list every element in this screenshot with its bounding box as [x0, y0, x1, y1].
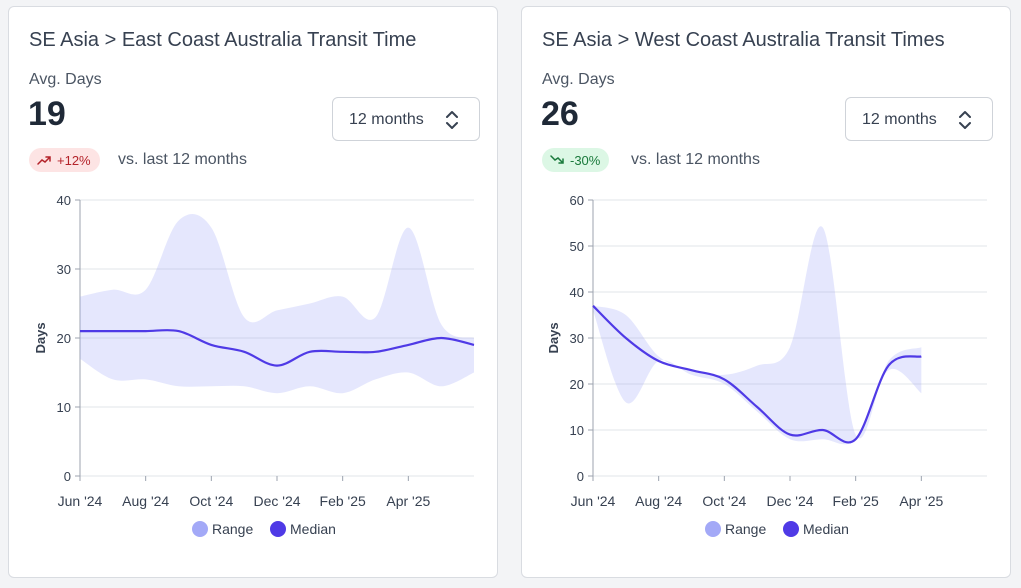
- x-tick-label: Jun '24: [58, 493, 103, 509]
- x-tick-label: Oct '24: [702, 493, 746, 509]
- y-tick-label: 0: [64, 469, 71, 484]
- change-badge: -30%: [542, 148, 610, 172]
- card-title: SE Asia > West Coast Australia Transit T…: [542, 29, 945, 51]
- legend-label: Median: [290, 521, 336, 537]
- legend-swatch: [270, 521, 286, 537]
- y-tick-label: 40: [57, 193, 71, 208]
- y-tick-label: 10: [57, 400, 71, 415]
- y-tick-label: 30: [570, 331, 584, 346]
- y-tick-label: 50: [570, 239, 584, 254]
- trend-arrow: [550, 155, 564, 164]
- legend-swatch: [705, 521, 721, 537]
- chart: 0 10 20 30 40 Days Jun '24 Aug '24 Oct '24 Dec '2…: [33, 193, 475, 537]
- change-text: +12%: [57, 152, 91, 168]
- card: SE Asia > West Coast Australia Transit T…: [521, 6, 1011, 578]
- legend-label: Median: [803, 521, 849, 537]
- metric-value: 26: [541, 95, 579, 133]
- x-tick-label: Feb '25: [833, 493, 879, 509]
- y-tick-label: 20: [57, 331, 71, 346]
- period-select[interactable]: 12 months: [332, 97, 480, 141]
- median-line: [79, 328, 475, 367]
- card: SE Asia > East Coast Australia Transit T…: [8, 6, 498, 578]
- select-text: 12 months: [862, 111, 937, 128]
- x-tick-label: Jun '24: [571, 493, 616, 509]
- y-tick-label: 30: [57, 262, 71, 277]
- y-tick-label: 20: [570, 377, 584, 392]
- select-chevrons: [959, 111, 971, 129]
- y-tick-label: 0: [577, 469, 584, 484]
- period-select[interactable]: 12 months: [845, 97, 993, 141]
- legend-label: Range: [725, 521, 766, 537]
- metric-value: 19: [28, 95, 66, 133]
- comparison: vs. last 12 months: [118, 151, 247, 168]
- metric-label: Avg. Days: [29, 71, 102, 88]
- legend-swatch: [783, 521, 799, 537]
- y-axis-label: Days: [33, 322, 48, 353]
- y-axis-label: Days: [546, 322, 561, 353]
- median-line: [592, 305, 922, 444]
- x-tick-label: Aug '24: [635, 493, 682, 509]
- x-tick-label: Oct '24: [189, 493, 233, 509]
- y-tick-label: 60: [570, 193, 584, 208]
- change-badge: +12%: [29, 148, 100, 172]
- x-tick-label: Aug '24: [122, 493, 169, 509]
- legend-swatch: [192, 521, 208, 537]
- trend-icon: [37, 156, 51, 165]
- range-band: [593, 226, 922, 445]
- x-tick-label: Apr '25: [386, 493, 430, 509]
- trend-arrow: [37, 156, 51, 165]
- change-text: -30%: [570, 152, 601, 168]
- metric-label: Avg. Days: [542, 71, 615, 88]
- legend-label: Range: [212, 521, 253, 537]
- chart: 0 10 20 30 40 50 60 Days Jun '24 Aug '24 Oct '24 De…: [546, 193, 987, 537]
- x-tick-label: Dec '24: [253, 493, 300, 509]
- trend-icon: [550, 155, 564, 164]
- y-tick-label: 40: [570, 285, 584, 300]
- comparison: vs. last 12 months: [631, 151, 760, 168]
- y-tick-label: 10: [570, 423, 584, 438]
- x-tick-label: Dec '24: [766, 493, 813, 509]
- select-chevrons: [446, 111, 458, 129]
- x-tick-label: Apr '25: [899, 493, 943, 509]
- card-title: SE Asia > East Coast Australia Transit T…: [29, 29, 417, 51]
- select-text: 12 months: [349, 111, 424, 128]
- x-tick-label: Feb '25: [320, 493, 366, 509]
- range-band: [80, 214, 474, 394]
